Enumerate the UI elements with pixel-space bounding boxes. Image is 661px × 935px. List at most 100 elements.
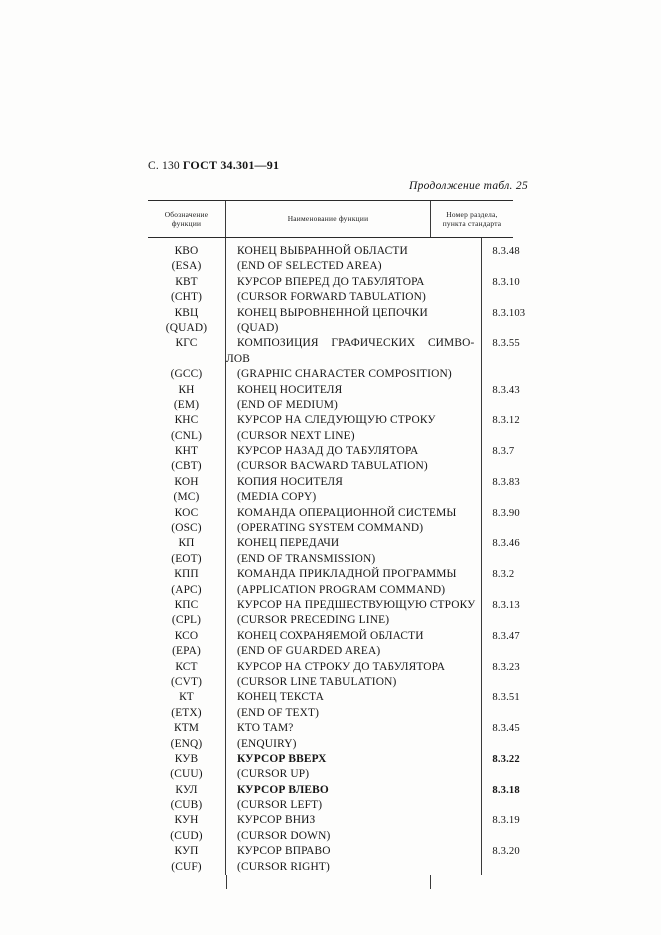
clause-number: 8.3.7 — [492, 446, 515, 458]
clause-number: 8.3.83 — [492, 476, 520, 488]
name-ru-continuation: ЛОВ — [226, 352, 250, 365]
vertical-rule-right — [430, 875, 431, 890]
clause-number: 8.3.10 — [492, 276, 520, 288]
table-continuation-caption: Продолжение табл. 25 — [409, 180, 528, 192]
clause-number: 8.3.19 — [492, 815, 520, 827]
name-en: (ENQUIRY) — [237, 737, 297, 750]
name-ru-word3: СИМВО- — [427, 337, 475, 350]
abbr-en: (CUU) — [170, 768, 203, 781]
name-ru: КУРСОР НА СТРОКУ ДО ТАБУЛЯТОРА — [237, 660, 446, 673]
spacer: . — [492, 706, 564, 721]
name-en: (OPERATING SYSTEM COMMAND) — [237, 522, 424, 535]
name-ru: КОНЕЦ НОСИТЕЛЯ — [237, 383, 343, 396]
name-ru: КТО ТАМ? — [237, 722, 294, 735]
abbr-en: (ESA) — [171, 260, 202, 273]
abbr-ru: КВО — [174, 245, 199, 257]
spacer: . — [492, 860, 564, 875]
abbr-en: (MC) — [173, 491, 200, 504]
spacer: . — [492, 613, 564, 628]
spacer: . — [492, 583, 564, 598]
name-ru: КОНЕЦ ВЫБРАННОЙ ОБЛАСТИ — [237, 245, 408, 257]
name-ru: КУРСОР ВПРАВО — [237, 845, 331, 858]
spacer: . — [492, 259, 564, 274]
abbr-en: (CHT) — [170, 291, 203, 304]
abbr-en: (CUF) — [171, 860, 202, 873]
abbr-en: (CNL) — [170, 429, 203, 442]
clause-number: 8.3.13 — [492, 599, 520, 611]
clause-number: 8.3.22 — [492, 753, 520, 765]
clause-number: 8.3.43 — [492, 384, 520, 396]
name-ru: КОНЕЦ ВЫРОВНЕННОЙ ЦЕПОЧКИ — [237, 306, 428, 319]
abbr-en: (OSC) — [171, 522, 202, 535]
header-cell-name: Наименование функции — [226, 201, 431, 237]
name-ru: КУРСОР НА ПРЕДШЕСТВУЮЩУЮ СТРОКУ — [237, 598, 476, 611]
abbr-ru: КУЛ — [175, 783, 198, 796]
name-ru: КУРСОР НА СЛЕДУЮЩУЮ СТРОКУ — [237, 414, 436, 427]
spacer: . — [492, 352, 564, 367]
spacer: . — [492, 552, 564, 567]
name-ru: КОПИЯ НОСИТЕЛЯ — [237, 475, 344, 488]
name-ru: КУРСОР НАЗАД ДО ТАБУЛЯТОРА — [237, 445, 419, 458]
abbr-en: (EM) — [173, 398, 200, 411]
name-ru: КУРСОР ВНИЗ — [237, 814, 316, 827]
spacer: . — [492, 737, 564, 752]
name-en: (CURSOR RIGHT) — [237, 860, 330, 873]
abbr-ru: КТ — [179, 691, 194, 704]
name-ru-wrapped: КОМПОЗИЦИЯ ГРАФИЧЕСКИХ СИМВО- — [237, 336, 475, 351]
abbr-ru: КТМ — [174, 722, 199, 735]
column-function-name: КОНЕЦ ВЫБРАННОЙ ОБЛАСТИ (END OF SELECTED… — [226, 238, 483, 876]
name-en: (QUAD) — [237, 321, 279, 334]
name-en: (CURSOR DOWN) — [237, 829, 331, 842]
clause-number: 8.3.23 — [492, 661, 520, 673]
abbr-en: (EOT) — [171, 552, 202, 565]
abbr-ru: КН — [178, 383, 195, 396]
header-clause-line1: Номер раздела, — [446, 209, 498, 219]
abbr-ru: КПС — [174, 598, 199, 611]
abbr-ru: КУН — [174, 814, 199, 827]
spacer: . — [492, 490, 564, 505]
clause-number: 8.3.2 — [492, 569, 515, 581]
running-head: С. 130 ГОСТ 34.301—91 — [148, 158, 279, 173]
abbr-ru: КОС — [174, 506, 199, 519]
name-ru: КУРСОР ВЛЕВО — [237, 783, 329, 796]
abbr-en: (EPA) — [172, 645, 201, 658]
page-number: С. 130 — [148, 160, 180, 172]
name-en: (CURSOR FORWARD TABULATION) — [237, 291, 426, 304]
spacer: . — [492, 521, 564, 536]
clause-number: 8.3.48 — [492, 246, 520, 257]
name-ru-word1: КОМПОЗИЦИЯ — [237, 337, 319, 350]
standard-number: ГОСТ 34.301—91 — [182, 158, 280, 172]
abbr-ru: КУП — [174, 845, 199, 858]
table-top-rule — [148, 200, 513, 201]
abbr-ru: КВТ — [175, 275, 198, 288]
table-header-rule — [148, 237, 513, 238]
header-cell-clause: Номер раздела, пункта стандарта — [431, 201, 513, 237]
spacer: . — [492, 644, 564, 659]
name-en: (CURSOR NEXT LINE) — [237, 429, 355, 442]
abbr-ru: КУВ — [174, 752, 199, 765]
abbr-ru: КГС — [175, 337, 198, 350]
name-en: (END OF TRANSMISSION) — [237, 552, 376, 565]
spacer: . — [492, 459, 564, 474]
abbr-en: (APC) — [171, 583, 202, 596]
abbr-ru: КНС — [174, 414, 199, 427]
abbr-en: (CPL) — [171, 614, 202, 627]
clause-number: 8.3.55 — [492, 338, 520, 350]
spacer: . — [492, 675, 564, 690]
table-header-row: Обозначение функции Наименование функции… — [148, 201, 513, 237]
clause-number: 8.3.18 — [492, 784, 520, 796]
name-en: (CURSOR PRECEDING LINE) — [237, 614, 390, 627]
abbr-ru: КНТ — [174, 445, 199, 458]
name-en: (END OF TEXT) — [237, 706, 320, 719]
table-trailing-rules — [148, 875, 513, 890]
clause-number: 8.3.45 — [492, 723, 520, 735]
name-ru: КУРСОР ВВЕРХ — [237, 752, 327, 765]
header-clause-line2: пункта стандарта — [442, 219, 502, 228]
abbr-ru: КВЦ — [174, 306, 199, 319]
spacer: . — [492, 798, 564, 813]
column-clause-number: 8.3.48 . 8.3.10 . 8.3.103 . 8.3.55 . . 8… — [482, 238, 564, 875]
spacer: . — [492, 767, 564, 782]
table-body: КВО (ESA) КВТ (CHT) КВЦ (QUAD) КГС . (GC… — [148, 238, 525, 876]
name-en: (GRAPHIC CHARACTER COMPOSITION) — [237, 368, 452, 381]
